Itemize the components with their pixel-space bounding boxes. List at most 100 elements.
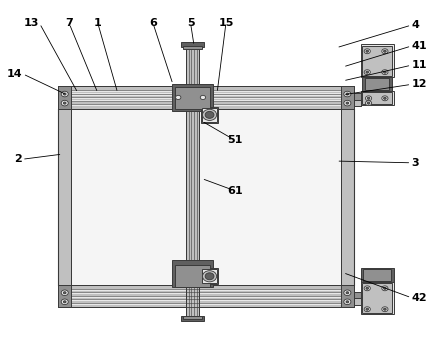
Text: 61: 61 [227,186,243,196]
Bar [71,93,341,96]
Bar [175,265,210,287]
Bar [58,86,354,109]
Circle shape [364,49,370,54]
Bar [362,77,392,91]
Circle shape [364,307,370,312]
Bar [71,104,341,106]
Circle shape [202,109,217,120]
Bar [361,44,394,77]
Text: 5: 5 [187,18,194,28]
Circle shape [366,71,369,73]
Circle shape [384,97,386,99]
Circle shape [346,301,349,303]
Circle shape [384,308,386,310]
Circle shape [61,91,68,97]
Bar [361,268,394,282]
Circle shape [63,93,66,95]
Circle shape [344,290,351,295]
Text: 7: 7 [65,18,73,28]
Bar [181,42,204,47]
Text: 13: 13 [24,18,39,28]
Circle shape [364,70,370,75]
Circle shape [366,287,369,289]
Bar [71,109,341,285]
Circle shape [175,95,181,99]
Circle shape [63,292,66,294]
Circle shape [344,299,351,304]
Circle shape [382,70,388,75]
Circle shape [63,301,66,303]
Bar [71,303,341,305]
Circle shape [205,273,214,280]
Bar [71,90,341,92]
Bar [201,268,218,284]
Bar [181,316,204,321]
Circle shape [61,100,68,106]
Bar [362,46,392,76]
Circle shape [382,96,388,101]
Circle shape [202,271,217,282]
Circle shape [364,286,370,291]
Text: 4: 4 [412,20,419,30]
Text: 1: 1 [94,18,102,28]
Circle shape [367,102,370,104]
Bar [201,107,218,123]
Text: 15: 15 [218,18,233,28]
Bar [365,78,389,90]
Circle shape [200,95,206,99]
Bar [58,86,71,109]
Bar [361,91,394,105]
Bar [341,285,354,307]
Text: 41: 41 [412,41,427,51]
Circle shape [366,308,369,310]
Circle shape [63,102,66,104]
Bar [71,292,341,294]
Bar [183,316,202,319]
Bar [202,270,217,283]
Circle shape [384,71,386,73]
Circle shape [366,50,369,52]
Circle shape [382,307,388,312]
Text: 12: 12 [412,79,427,89]
Bar [71,289,341,291]
Text: 2: 2 [14,154,22,164]
Bar [58,109,71,285]
Bar [202,108,217,122]
Bar [71,296,341,298]
Circle shape [382,49,388,54]
Circle shape [61,290,68,295]
Bar [186,44,198,320]
Circle shape [344,91,351,97]
Text: 11: 11 [412,60,427,70]
Bar [361,281,394,314]
Circle shape [61,299,68,304]
Bar [71,97,341,99]
Circle shape [382,286,388,291]
Bar [71,100,341,103]
Bar [354,299,361,305]
Bar [354,100,361,106]
Text: 14: 14 [7,69,23,79]
Bar [341,86,354,109]
Bar [175,87,210,109]
Bar [341,109,354,285]
Text: 51: 51 [227,135,242,145]
Bar [71,299,341,301]
Bar [354,292,361,299]
Circle shape [365,96,372,101]
Circle shape [367,97,370,99]
Circle shape [344,100,351,106]
Bar [58,285,71,307]
Bar [354,93,361,100]
Circle shape [205,111,214,118]
Bar [58,285,354,307]
Bar [172,260,213,287]
Text: 6: 6 [149,18,157,28]
Bar [362,283,392,313]
Circle shape [365,101,372,106]
Bar [183,46,202,49]
Circle shape [384,287,386,289]
Circle shape [346,292,349,294]
Text: 42: 42 [412,293,427,303]
Bar [362,92,392,104]
